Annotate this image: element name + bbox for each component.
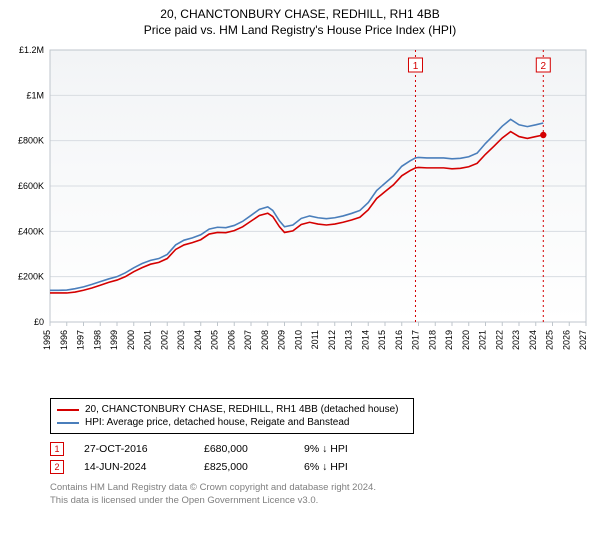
svg-text:£600K: £600K (18, 181, 44, 191)
footer-line1: Contains HM Land Registry data © Crown c… (50, 482, 594, 494)
sale-row: 1 27-OCT-2016 £680,000 9% ↓ HPI (50, 440, 594, 458)
svg-text:2026: 2026 (561, 330, 571, 350)
svg-text:2003: 2003 (176, 330, 186, 350)
svg-text:2002: 2002 (159, 330, 169, 350)
legend-swatch (57, 422, 79, 424)
svg-text:2021: 2021 (478, 330, 488, 350)
sale-date: 27-OCT-2016 (84, 443, 184, 455)
svg-text:2000: 2000 (126, 330, 136, 350)
svg-text:2022: 2022 (494, 330, 504, 350)
sale-diff: 6% ↓ HPI (304, 461, 394, 473)
svg-text:2013: 2013 (344, 330, 354, 350)
svg-text:2010: 2010 (293, 330, 303, 350)
sale-diff: 9% ↓ HPI (304, 443, 394, 455)
svg-text:2008: 2008 (260, 330, 270, 350)
sales-table: 1 27-OCT-2016 £680,000 9% ↓ HPI 2 14-JUN-2024… (50, 440, 594, 476)
legend-item: HPI: Average price, detached house, Reig… (57, 416, 407, 429)
svg-text:2018: 2018 (427, 330, 437, 350)
svg-text:2025: 2025 (545, 330, 555, 350)
legend-item: 20, CHANCTONBURY CHASE, REDHILL, RH1 4BB… (57, 403, 407, 416)
svg-text:£200K: £200K (18, 272, 44, 282)
svg-text:2014: 2014 (360, 330, 370, 350)
svg-text:1999: 1999 (109, 330, 119, 350)
svg-text:1: 1 (413, 61, 419, 72)
svg-text:2017: 2017 (411, 330, 421, 350)
legend-label: HPI: Average price, detached house, Reig… (85, 417, 349, 428)
svg-text:2020: 2020 (461, 330, 471, 350)
svg-text:2004: 2004 (193, 330, 203, 350)
title-line2: Price paid vs. HM Land Registry's House … (6, 22, 594, 38)
svg-text:£0: £0 (34, 317, 44, 327)
svg-text:2024: 2024 (528, 330, 538, 350)
chart-svg: £0 £200K £400K £600K £800K £1M £1.2M 1995 1996 19… (6, 42, 594, 392)
sale-date: 14-JUN-2024 (84, 461, 184, 473)
svg-text:2015: 2015 (377, 330, 387, 350)
svg-text:2011: 2011 (310, 330, 320, 349)
legend: 20, CHANCTONBURY CHASE, REDHILL, RH1 4BB… (50, 398, 414, 434)
sale-row: 2 14-JUN-2024 £825,000 6% ↓ HPI (50, 458, 594, 476)
svg-text:£1.2M: £1.2M (19, 45, 44, 55)
svg-text:1996: 1996 (59, 330, 69, 350)
chart-title: 20, CHANCTONBURY CHASE, REDHILL, RH1 4BB… (6, 6, 594, 38)
chart: £0 £200K £400K £600K £800K £1M £1.2M 1995 1996 19… (6, 42, 594, 392)
svg-text:1997: 1997 (76, 330, 86, 350)
svg-text:2005: 2005 (210, 330, 220, 350)
svg-text:2023: 2023 (511, 330, 521, 350)
svg-text:2016: 2016 (394, 330, 404, 350)
sale-marker: 2 (50, 460, 64, 474)
footer: Contains HM Land Registry data © Crown c… (50, 482, 594, 507)
legend-label: 20, CHANCTONBURY CHASE, REDHILL, RH1 4BB… (85, 404, 398, 415)
svg-text:2027: 2027 (578, 330, 588, 350)
svg-text:£1M: £1M (26, 91, 44, 101)
svg-text:1998: 1998 (92, 330, 102, 350)
svg-text:2006: 2006 (226, 330, 236, 350)
svg-text:2012: 2012 (327, 330, 337, 350)
title-line1: 20, CHANCTONBURY CHASE, REDHILL, RH1 4BB (6, 6, 594, 22)
svg-text:£800K: £800K (18, 136, 44, 146)
sale-price: £680,000 (204, 443, 284, 455)
sale-marker: 1 (50, 442, 64, 456)
svg-text:2007: 2007 (243, 330, 253, 350)
svg-text:2: 2 (541, 61, 547, 72)
svg-text:£400K: £400K (18, 227, 44, 237)
svg-text:2009: 2009 (277, 330, 287, 350)
sale-price: £825,000 (204, 461, 284, 473)
svg-text:1995: 1995 (42, 330, 52, 350)
legend-swatch (57, 409, 79, 411)
footer-line2: This data is licensed under the Open Gov… (50, 495, 594, 507)
svg-text:2019: 2019 (444, 330, 454, 350)
svg-text:2001: 2001 (143, 330, 153, 350)
